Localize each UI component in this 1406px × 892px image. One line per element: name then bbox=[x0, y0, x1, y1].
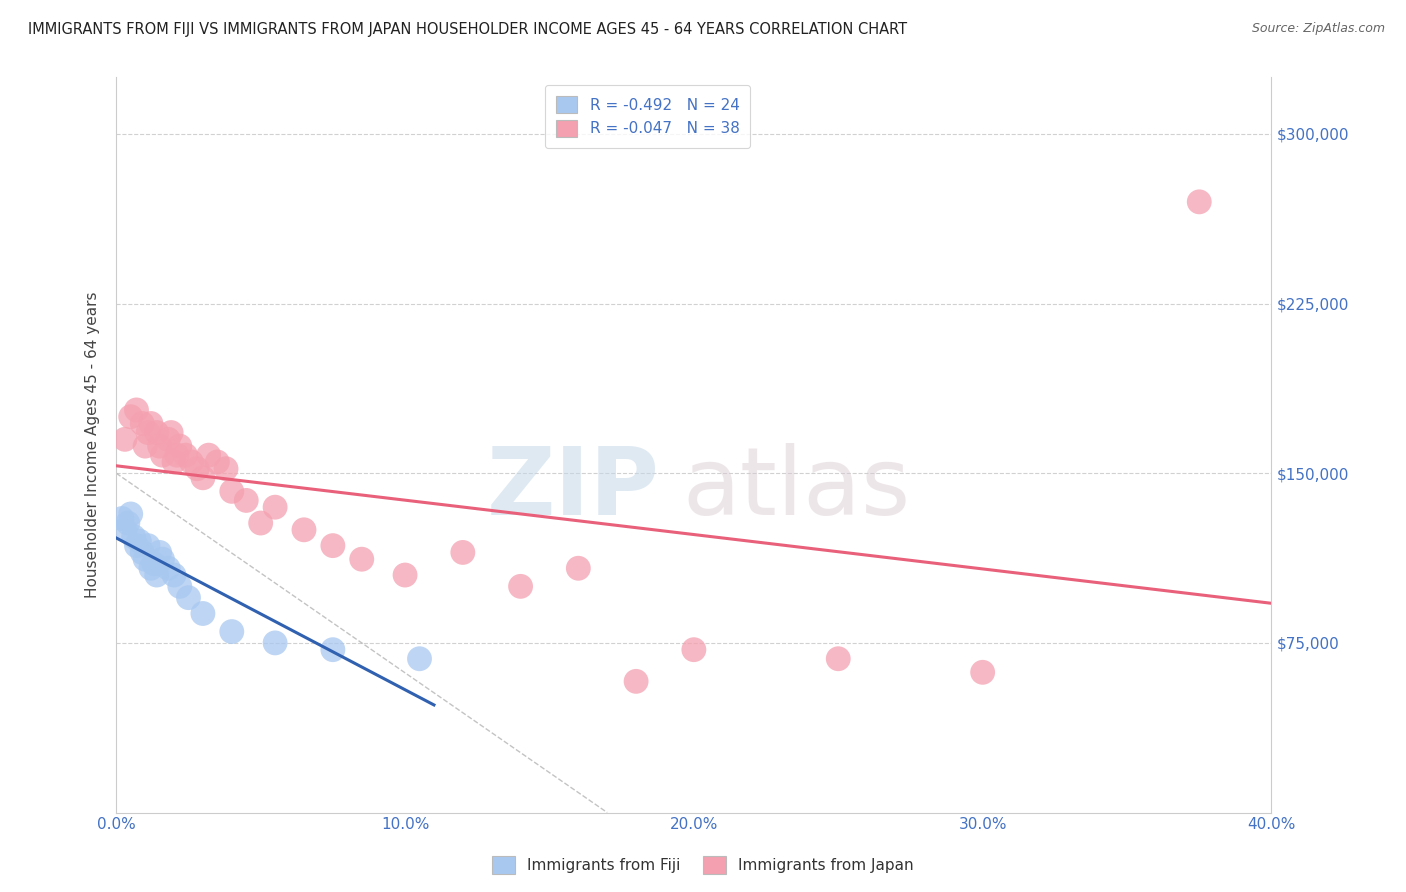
Point bbox=[166, 448, 188, 462]
Point bbox=[191, 471, 214, 485]
Point bbox=[509, 579, 531, 593]
Point bbox=[149, 439, 172, 453]
Point bbox=[221, 484, 243, 499]
Point bbox=[177, 591, 200, 605]
Point bbox=[292, 523, 315, 537]
Point bbox=[972, 665, 994, 680]
Point bbox=[567, 561, 589, 575]
Point bbox=[207, 455, 229, 469]
Point bbox=[145, 568, 167, 582]
Point bbox=[221, 624, 243, 639]
Point bbox=[160, 425, 183, 440]
Point bbox=[134, 439, 156, 453]
Point bbox=[139, 561, 162, 575]
Text: ZIP: ZIP bbox=[486, 443, 659, 535]
Point bbox=[264, 636, 287, 650]
Point bbox=[215, 461, 238, 475]
Point bbox=[350, 552, 373, 566]
Legend: Immigrants from Fiji, Immigrants from Japan: Immigrants from Fiji, Immigrants from Ja… bbox=[486, 850, 920, 880]
Text: atlas: atlas bbox=[682, 443, 911, 535]
Point bbox=[163, 455, 186, 469]
Point bbox=[1188, 194, 1211, 209]
Point bbox=[264, 500, 287, 515]
Y-axis label: Householder Income Ages 45 - 64 years: Householder Income Ages 45 - 64 years bbox=[86, 292, 100, 599]
Point bbox=[114, 433, 136, 447]
Legend: R = -0.492   N = 24, R = -0.047   N = 38: R = -0.492 N = 24, R = -0.047 N = 38 bbox=[546, 85, 749, 148]
Point bbox=[114, 523, 136, 537]
Point bbox=[157, 561, 180, 575]
Point bbox=[624, 674, 647, 689]
Point bbox=[149, 545, 172, 559]
Point bbox=[131, 545, 153, 559]
Point bbox=[111, 511, 134, 525]
Point bbox=[125, 403, 148, 417]
Point bbox=[169, 439, 191, 453]
Point bbox=[120, 409, 142, 424]
Point bbox=[322, 539, 344, 553]
Point bbox=[174, 448, 197, 462]
Point bbox=[139, 417, 162, 431]
Point bbox=[152, 552, 174, 566]
Point bbox=[152, 448, 174, 462]
Point bbox=[186, 461, 208, 475]
Point bbox=[197, 448, 219, 462]
Text: IMMIGRANTS FROM FIJI VS IMMIGRANTS FROM JAPAN HOUSEHOLDER INCOME AGES 45 - 64 YE: IMMIGRANTS FROM FIJI VS IMMIGRANTS FROM … bbox=[28, 22, 907, 37]
Point bbox=[136, 425, 159, 440]
Text: Source: ZipAtlas.com: Source: ZipAtlas.com bbox=[1251, 22, 1385, 36]
Point bbox=[134, 552, 156, 566]
Point bbox=[322, 642, 344, 657]
Point bbox=[451, 545, 474, 559]
Point bbox=[145, 425, 167, 440]
Point bbox=[117, 516, 139, 530]
Point bbox=[191, 607, 214, 621]
Point bbox=[120, 507, 142, 521]
Point bbox=[235, 493, 257, 508]
Point bbox=[683, 642, 706, 657]
Point bbox=[136, 539, 159, 553]
Point bbox=[180, 455, 202, 469]
Point bbox=[125, 539, 148, 553]
Point bbox=[122, 530, 145, 544]
Point bbox=[249, 516, 271, 530]
Point bbox=[394, 568, 416, 582]
Point bbox=[827, 651, 849, 665]
Point bbox=[408, 651, 430, 665]
Point bbox=[163, 568, 186, 582]
Point bbox=[169, 579, 191, 593]
Point bbox=[128, 534, 150, 549]
Point bbox=[131, 417, 153, 431]
Point bbox=[157, 433, 180, 447]
Point bbox=[142, 557, 165, 571]
